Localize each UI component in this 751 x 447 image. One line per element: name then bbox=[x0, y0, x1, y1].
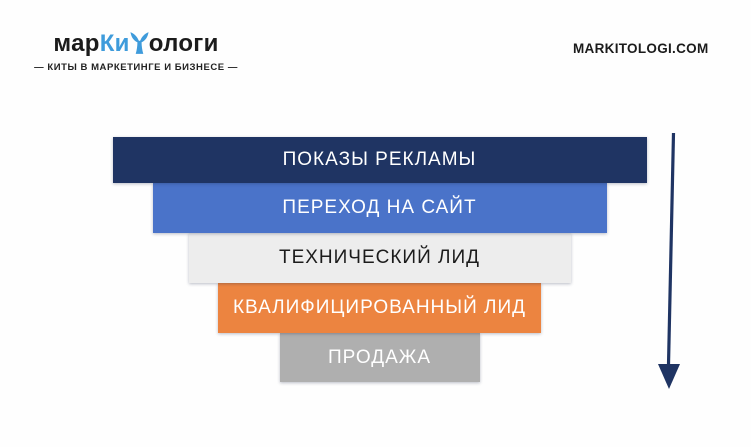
logo-part-3: ологи bbox=[148, 29, 219, 57]
logo-part-1: мар bbox=[53, 29, 100, 57]
funnel-level-label: ПРОДАЖА bbox=[327, 346, 432, 368]
funnel-level-label: ПЕРЕХОД НА САЙТ bbox=[282, 197, 477, 218]
funnel-level-1: ПОКАЗЫ РЕКЛАМЫ bbox=[112, 137, 647, 183]
funnel-level-label: ПОКАЗЫ РЕКЛАМЫ bbox=[282, 149, 477, 170]
brand-logo: мар Ки ологи — КИТЫ В МАРКЕТИНГЕ И БИЗНЕСЕ… bbox=[34, 30, 237, 73]
flow-down-arrow bbox=[658, 132, 680, 389]
website-url: MARKITOLOGI.COM bbox=[573, 41, 709, 56]
funnel-level-3: ТЕХНИЧЕСКИЙ ЛИД bbox=[188, 233, 571, 283]
funnel-level-label: КВАЛИФИЦИРОВАННЫЙ ЛИД bbox=[232, 297, 527, 318]
funnel-level-2: ПЕРЕХОД НА САЙТ bbox=[152, 183, 607, 233]
brand-logo-text: мар Ки ологи bbox=[53, 30, 218, 58]
funnel-level-5: ПРОДАЖА bbox=[279, 333, 480, 382]
funnel-level-label: ТЕХНИЧЕСКИЙ ЛИД bbox=[278, 247, 481, 268]
logo-part-2: Ки bbox=[99, 29, 130, 57]
brand-tagline: — КИТЫ В МАРКЕТИНГЕ И БИЗНЕСЕ — bbox=[34, 62, 238, 73]
funnel-level-4: КВАЛИФИЦИРОВАННЫЙ ЛИД bbox=[218, 283, 541, 333]
whale-tail-icon bbox=[130, 32, 149, 54]
